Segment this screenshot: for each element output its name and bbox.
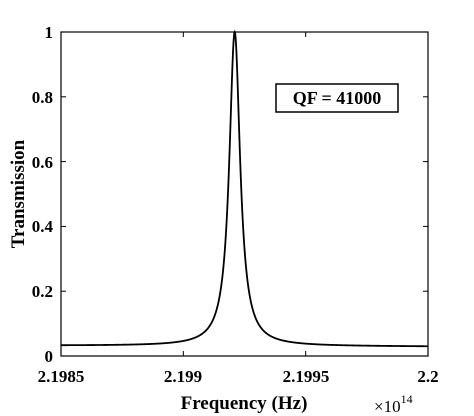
x-tick-label: 2.2: [417, 367, 438, 386]
x-tick-label: 2.199: [164, 367, 202, 386]
y-axis-title: Transmission: [8, 139, 29, 248]
x-axis-multiplier-base: ×10: [374, 397, 401, 416]
x-axis-multiplier-exponent: 14: [401, 392, 413, 406]
y-tick-label: 0: [45, 347, 54, 366]
y-tick-label: 0.8: [32, 88, 53, 107]
series-line: [61, 29, 428, 348]
annotation-box: [275, 83, 399, 113]
x-tick-label: 2.1995: [283, 367, 330, 386]
y-tick-label: 0.2: [32, 282, 53, 301]
x-axis-title: Frequency (Hz): [181, 393, 308, 414]
tick-marks: [60, 31, 429, 357]
plot-area-frame: [60, 31, 429, 357]
y-tick-label: 1: [45, 23, 54, 42]
x-tick-label: 2.1985: [38, 367, 85, 386]
x-axis-multiplier: ×1014: [374, 392, 413, 416]
y-tick-label: 0.6: [32, 153, 53, 172]
annotation-label: QF = 41000: [293, 88, 382, 108]
y-tick-label: 0.4: [32, 217, 54, 236]
